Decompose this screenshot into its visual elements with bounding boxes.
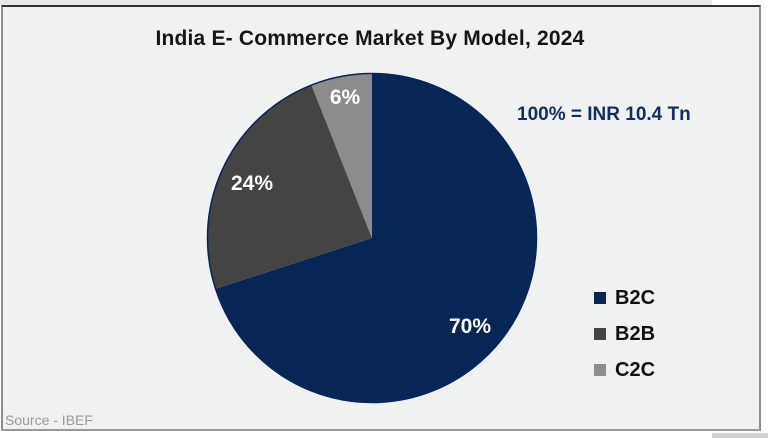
legend-swatch-b2b <box>594 328 606 340</box>
pie-slice-c2c <box>311 73 372 238</box>
pie-chart: 70% 24% 6% <box>206 72 538 404</box>
legend-item-c2c: C2C <box>594 352 655 388</box>
legend-label-b2b: B2B <box>615 322 656 345</box>
pie-svg <box>206 72 538 404</box>
chart-frame: India E- Commerce Market By Model, 2024 … <box>1 5 761 431</box>
legend-item-b2b: B2B <box>594 316 655 352</box>
legend-label-b2c: B2C <box>615 286 656 309</box>
legend-label-c2c: C2C <box>615 358 656 381</box>
corner-block <box>712 433 768 438</box>
slice-label-c2c: 6% <box>329 86 361 109</box>
pie-slice-b2b <box>207 84 372 289</box>
slice-label-b2c: 70% <box>448 315 492 338</box>
chart-title: India E- Commerce Market By Model, 2024 <box>155 27 585 50</box>
slice-label-b2b: 24% <box>230 172 274 195</box>
top-strip <box>0 0 712 5</box>
pie-slice-b2c <box>215 73 538 404</box>
source-note: Source - IBEF <box>5 412 93 428</box>
legend-swatch-c2c <box>594 364 606 376</box>
legend-item-b2c: B2C <box>594 280 655 316</box>
legend-swatch-b2c <box>594 292 606 304</box>
total-annotation: 100% = INR 10.4 Tn <box>517 104 691 125</box>
legend: B2C B2B C2C <box>594 280 655 388</box>
pie-outline <box>206 72 538 404</box>
